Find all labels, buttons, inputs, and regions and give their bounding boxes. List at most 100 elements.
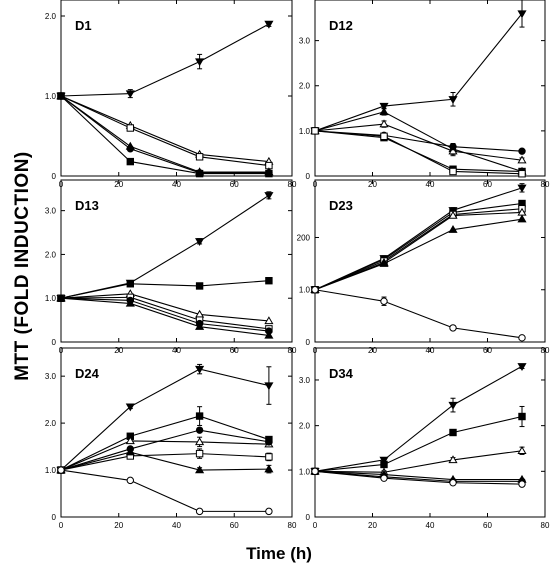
data-point (448, 146, 458, 155)
x-tick-label: 60 (230, 180, 239, 189)
series-line (60, 95, 269, 173)
series-filled-circle (57, 92, 273, 177)
data-point (195, 412, 204, 420)
x-tick-label: 40 (172, 521, 181, 530)
series-line (60, 440, 269, 471)
series-open-circle (57, 466, 273, 516)
data-point (311, 286, 319, 294)
series-line (60, 95, 269, 167)
series-line (60, 296, 269, 330)
data-point (125, 298, 135, 307)
data-point (311, 127, 319, 135)
data-point (195, 449, 204, 458)
series-line (60, 95, 269, 163)
data-point (265, 169, 273, 178)
y-tick-label: 1.0 (45, 294, 57, 303)
y-tick-label: 3.0 (299, 376, 311, 385)
data-point (125, 90, 135, 99)
data-point (195, 465, 205, 474)
y-tick-label: 0 (52, 172, 57, 181)
data-point (126, 157, 134, 166)
data-point (57, 466, 65, 474)
series-open-circle (311, 467, 526, 488)
x-tick-label: 80 (288, 521, 297, 530)
series-filled-circle (57, 426, 273, 474)
data-point (517, 214, 527, 223)
data-point (264, 20, 274, 29)
data-point (380, 132, 388, 140)
panel-frame (60, 0, 293, 177)
y-tick-label: 1.0 (299, 286, 311, 295)
series-line (314, 130, 523, 173)
data-point (264, 330, 274, 339)
panel-title: D1 (75, 18, 92, 33)
series-filled-triangle (56, 447, 274, 474)
series-filled-inverted-triangle (56, 20, 274, 101)
x-tick-label: 20 (368, 180, 377, 189)
data-point (448, 96, 458, 104)
data-point (125, 436, 135, 445)
data-point (380, 297, 388, 305)
data-point (264, 382, 274, 391)
series-open-triangle (310, 207, 527, 293)
x-tick-label: 0 (59, 521, 64, 530)
data-point (57, 92, 65, 100)
data-point (126, 280, 134, 288)
series-line (60, 415, 270, 471)
panel-title: D23 (329, 198, 353, 213)
series-line (60, 368, 270, 471)
data-point (195, 238, 205, 246)
panel-title: D13 (75, 198, 99, 213)
data-point (265, 507, 273, 516)
series-open-square (57, 92, 273, 170)
data-point (195, 365, 205, 374)
x-tick-label: 60 (483, 180, 492, 189)
data-point (380, 474, 388, 482)
data-point (448, 455, 458, 464)
data-point (126, 124, 134, 132)
data-point (448, 210, 458, 219)
y-tick-label: 0 (306, 172, 311, 181)
data-point (518, 147, 526, 155)
series-line (314, 470, 523, 485)
series-line (314, 123, 523, 161)
x-tick-label: 60 (483, 521, 492, 530)
data-point (449, 428, 457, 437)
data-point (380, 460, 388, 469)
series-filled-square (311, 127, 526, 176)
data-point (379, 102, 389, 111)
y-tick-label: 0 (306, 513, 311, 522)
y-tick-label: 2.0 (45, 12, 57, 21)
data-point (195, 437, 205, 446)
data-point (265, 438, 273, 446)
y-tick-label: 2.0 (45, 250, 57, 259)
panel-d34: 0 20 40 60 80 0 1.0 2.0 3.0 D34 (299, 347, 550, 530)
series-line (60, 297, 269, 332)
data-point (56, 293, 66, 302)
series-line (314, 218, 523, 291)
data-point (517, 363, 527, 371)
data-point (517, 446, 527, 454)
series-line (314, 202, 523, 291)
y-tick-label: 1.0 (299, 127, 311, 136)
series-line (60, 280, 269, 299)
data-point (379, 258, 389, 267)
series-line (60, 429, 269, 471)
series-open-square (311, 127, 526, 178)
data-point (449, 479, 457, 487)
series-line (314, 415, 523, 472)
x-tick-label: 80 (541, 521, 550, 530)
x-tick-label: 40 (172, 180, 181, 189)
series-line (314, 13, 523, 132)
x-tick-label: 20 (114, 521, 123, 530)
series-line (60, 297, 269, 336)
x-tick-label: 20 (114, 180, 123, 189)
series-line (314, 450, 523, 473)
x-tick-label: 20 (368, 521, 377, 530)
panel-title: D12 (329, 18, 353, 33)
data-point (379, 119, 389, 128)
data-point (379, 456, 389, 465)
